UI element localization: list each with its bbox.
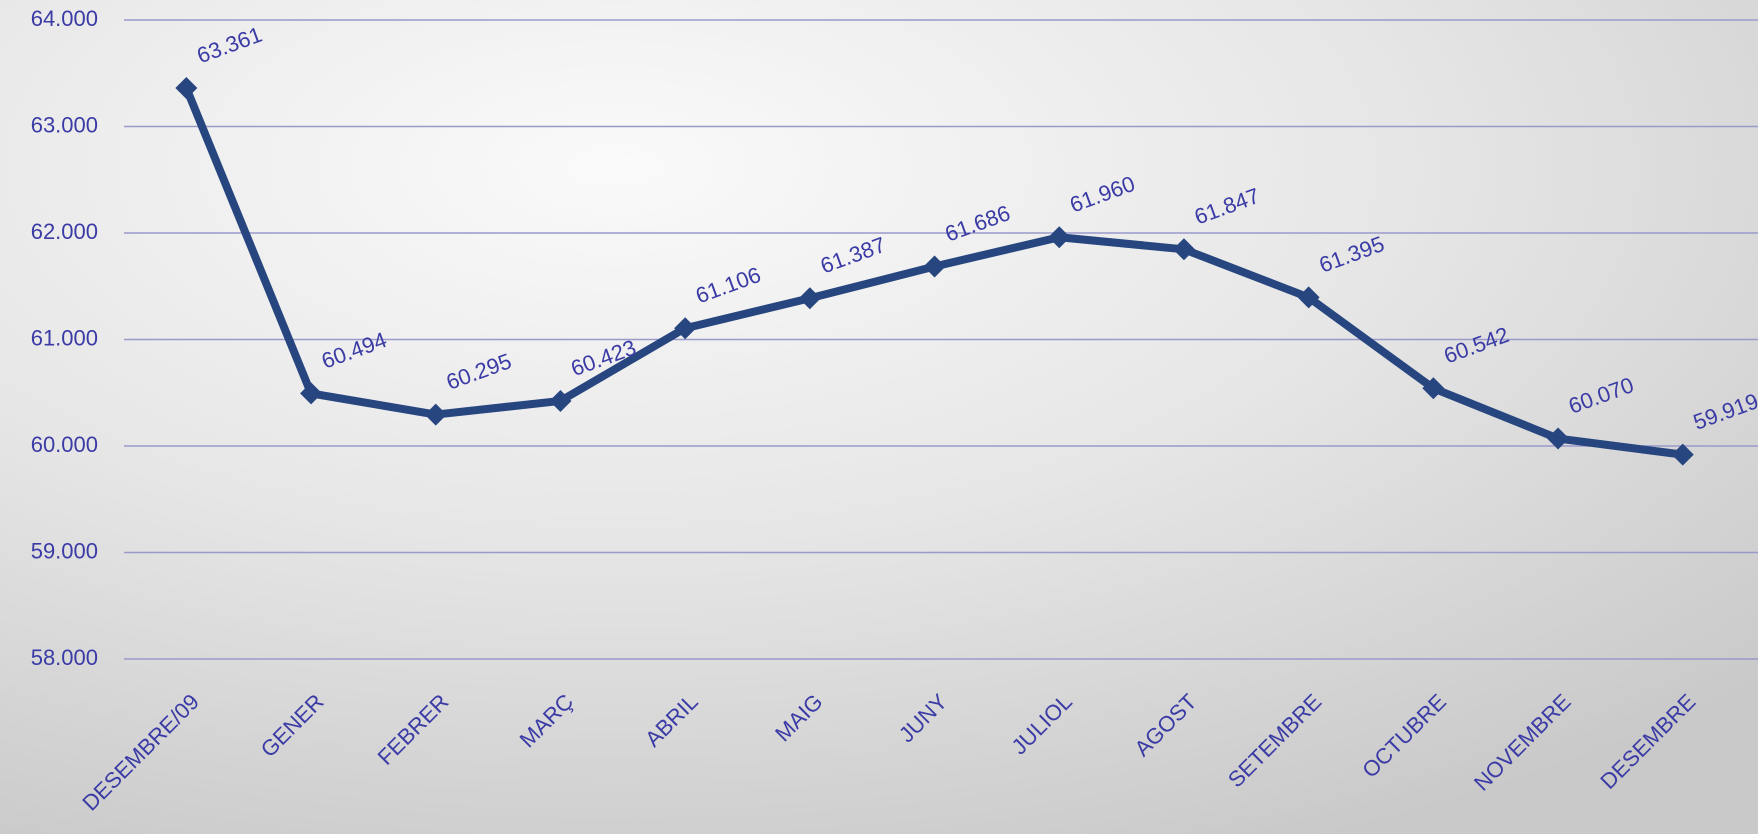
y-tick-label: 64.000	[31, 6, 98, 31]
y-tick-label: 58.000	[31, 645, 98, 670]
y-tick-label: 60.000	[31, 432, 98, 457]
y-tick-label: 59.000	[31, 538, 98, 563]
chart: 58.000 59.000 60.000 61.000 62.000 63.000 64.0…	[0, 0, 1758, 834]
y-tick-label: 62.000	[31, 219, 98, 244]
y-tick-label: 61.000	[31, 325, 98, 350]
y-tick-label: 63.000	[31, 112, 98, 137]
